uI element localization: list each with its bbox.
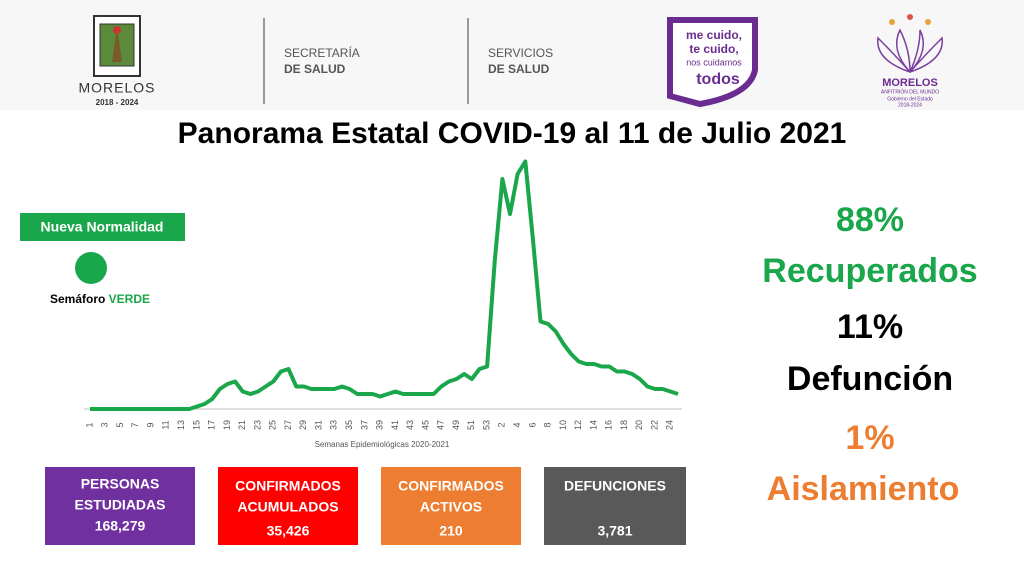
semaforo-text: Semáforo VERDE (50, 292, 150, 306)
logo-text: Gobierno del Estado (887, 96, 933, 102)
dot (889, 19, 895, 25)
x-tick-label: 5 (115, 422, 125, 427)
stat-box (218, 467, 358, 545)
logo-text: MORELOS (882, 77, 938, 89)
box-value: 3,781 (597, 523, 632, 539)
x-tick-label: 29 (298, 420, 308, 430)
logo-text: SERVICIOS (488, 46, 553, 60)
stat-label: Aislamiento (767, 470, 960, 508)
x-tick-label: 3 (100, 422, 110, 427)
x-tick-label: 51 (466, 420, 476, 430)
x-tick-label: 9 (145, 422, 155, 427)
box-value: 168,279 (95, 518, 146, 534)
stat-value: 11% (837, 308, 903, 346)
box-title: DEFUNCIONES (564, 478, 666, 494)
morelos-logo: MORELOS 2018 - 2024 (78, 15, 155, 107)
logo-text: SECRETARÍA (284, 45, 360, 60)
header-band (0, 0, 1024, 110)
x-axis-label: Semanas Epidemiológicas 2020-2021 (315, 440, 450, 449)
logo-text: 2018 - 2024 (96, 98, 139, 107)
box-title: ACUMULADOS (237, 499, 338, 515)
x-tick-label: 1 (84, 422, 94, 427)
logo-text: todos (696, 71, 740, 88)
logo-text: DE SALUD (488, 62, 550, 76)
x-tick-label: 43 (405, 420, 415, 430)
x-tick-label: 22 (649, 420, 659, 430)
x-tick-label: 17 (207, 420, 217, 430)
box-title: ACTIVOS (420, 499, 482, 515)
x-tick-label: 24 (665, 420, 675, 430)
x-tick-label: 2 (497, 422, 507, 427)
box-value: 35,426 (267, 523, 310, 539)
x-tick-label: 18 (619, 420, 629, 430)
x-tick-label: 16 (604, 420, 614, 430)
x-tick-label: 47 (436, 420, 446, 430)
slogan-logo: me cuido, te cuido, nos cuidamos todos (667, 17, 758, 108)
x-tick-label: 49 (451, 420, 461, 430)
x-tick-label: 25 (268, 420, 278, 430)
traffic-light (75, 252, 107, 284)
box-title: PERSONAS (81, 476, 160, 492)
x-tick-label: 4 (512, 422, 522, 427)
title: Panorama Estatal COVID-19 al 11 de Julio… (178, 117, 847, 150)
semaforo-status: VERDE (109, 292, 150, 306)
x-tick-label: 14 (588, 420, 598, 430)
data-line (90, 159, 679, 411)
x-tick-label: 11 (161, 420, 171, 429)
logo-text: DE SALUD (284, 62, 346, 76)
x-tick-label: 20 (634, 420, 644, 430)
x-tick-label: 6 (527, 422, 537, 427)
stat-value: 88% (836, 201, 904, 239)
badge-outline (667, 17, 758, 108)
x-tick-label: 8 (543, 422, 553, 427)
logo-text: te cuido, (689, 42, 738, 56)
box-value: 210 (439, 523, 463, 539)
badge-text: Nueva Normalidad (41, 219, 164, 235)
x-tick-label: 37 (359, 420, 369, 430)
logo-text: nos cuidamos (686, 57, 742, 67)
badge (20, 213, 185, 241)
shield-dot (113, 26, 121, 34)
x-tick-label: 31 (313, 420, 323, 430)
logo-text: 2018-2024 (898, 102, 922, 108)
x-tick-label: 35 (344, 420, 354, 430)
logo-text: ANFITRIÓN DEL MUNDO (881, 88, 939, 95)
x-tick-label: 41 (390, 420, 400, 430)
logo-text: MORELOS (78, 80, 155, 96)
stat-box (544, 467, 686, 545)
x-tick-label: 15 (191, 420, 201, 430)
box-title: CONFIRMADOS (235, 478, 341, 494)
x-tick-label: 7 (130, 422, 140, 427)
x-tick-label: 33 (329, 420, 339, 430)
x-tick-label: 39 (375, 420, 385, 430)
x-tick-label: 13 (176, 420, 186, 430)
shield-figure (112, 28, 122, 62)
petal (877, 36, 943, 74)
semaforo-label: Semáforo (50, 292, 105, 306)
dot (925, 19, 931, 25)
box-title: CONFIRMADOS (398, 478, 504, 494)
line-chart: 1 3 5 7 9 11 13 15 17 19 21 23 25 27 29 31 33 35 37 39 41 43 4… (84, 159, 682, 449)
stat-label: Defunción (787, 360, 953, 398)
x-tick-label: 45 (420, 420, 430, 430)
x-tick-label: 27 (283, 420, 293, 430)
x-tick-label: 53 (481, 420, 491, 430)
x-tick-label: 10 (558, 420, 568, 430)
dot (907, 14, 913, 20)
x-tick-label: 21 (237, 420, 247, 430)
x-tick-label: 19 (222, 420, 232, 430)
logo-text: me cuido, (686, 28, 742, 42)
stat-value: 1% (845, 419, 894, 457)
stat-box (381, 467, 521, 545)
x-tick-label: 12 (573, 420, 583, 430)
stat-label: Recuperados (762, 252, 977, 290)
gov-logo (877, 14, 943, 74)
stat-box (45, 467, 195, 545)
box-title: ESTUDIADAS (74, 497, 165, 513)
x-tick-label: 23 (252, 420, 262, 430)
